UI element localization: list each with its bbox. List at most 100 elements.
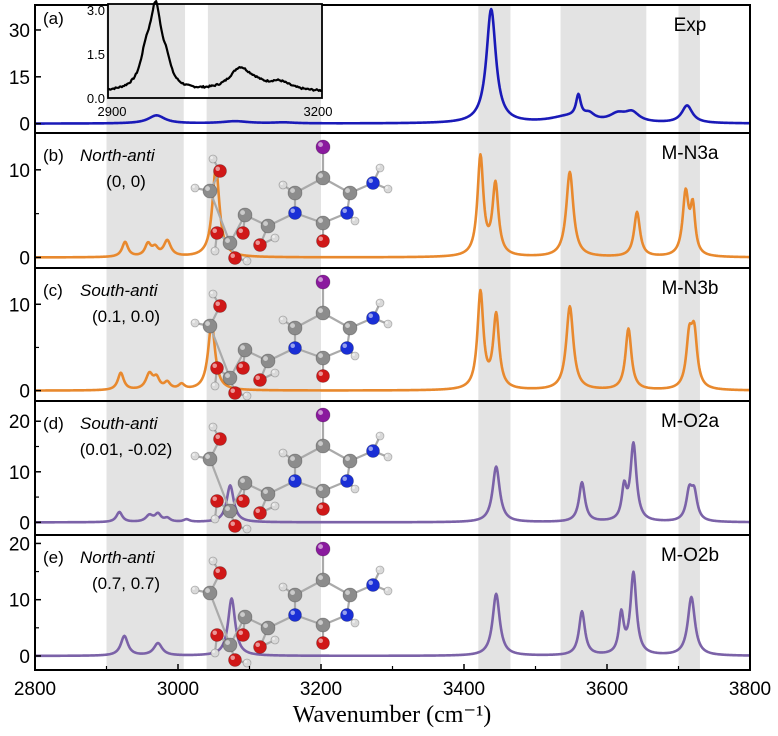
atom-H [350,351,360,361]
atom-O [316,502,330,516]
atom-I [315,139,331,155]
atom-O [236,628,250,642]
atom-highlight [240,210,245,215]
spectrum-line-c [34,288,751,392]
coordinates-label: (0.01, -0.02) [80,440,173,459]
atom-H [278,582,288,592]
panel-a: 0 15 30 Exp (a) 0.0 1.5 3.0 2900 3200 [9,0,751,136]
spectrum-name-label: M-N3a [661,143,718,164]
atom-O [253,506,267,520]
atom-highlight [212,363,218,368]
atom-highlight [210,291,214,294]
shaded-region [560,5,647,133]
panel-label: (c) [43,281,63,300]
atom-H [190,585,200,595]
atom-C [260,486,276,502]
atom-highlight [290,188,295,193]
atom-highlight [377,433,380,436]
atom-C [287,453,303,469]
atom-highlight [318,371,323,376]
atom-highlight [215,301,221,306]
atom-I [315,541,331,557]
atom-O [213,164,227,178]
atom-highlight [318,142,323,147]
atom-highlight [385,454,388,457]
panel-label: (e) [43,548,64,567]
atom-highlight [212,630,218,635]
atom-highlight [342,476,347,481]
atom-H [383,184,393,194]
atom-highlight [290,343,295,348]
atom-highlight [272,235,275,239]
atom-O [228,519,242,533]
atom-O [236,226,250,240]
inset-x-tick-label: 3200 [304,104,333,119]
y-tick-label: 10 [9,463,30,484]
atom-highlight [263,489,268,494]
molecule-bond [208,458,232,512]
atom-highlight [230,253,236,258]
atom-highlight [225,373,230,378]
atom-highlight [215,166,221,172]
atom-highlight [238,363,244,368]
x-tick-label: 3400 [443,679,485,700]
atom-O [213,432,227,446]
atom-highlight [290,456,295,461]
atom-highlight [240,345,245,350]
atom-H [350,484,360,494]
atom-highlight [318,486,323,491]
atom-highlight [352,620,355,623]
atom-H [375,298,385,308]
atom-highlight [318,277,323,282]
atom-H [278,448,288,458]
panels-group: 0 15 30 Exp (a) 0.0 1.5 3.0 2900 3200 0 10 M-N3a (b) N… [9,0,751,671]
atom-O [213,299,227,313]
atom-highlight [318,620,323,625]
atom-highlight [205,454,210,459]
shaded-region [678,5,700,133]
molecule-structure [190,274,393,401]
spectrum-name-label: M-N3b [661,278,718,299]
panel-label: (d) [43,414,64,433]
coordinates-label: (0, 0) [106,172,146,191]
atom-O [316,234,330,248]
atom-C [342,185,358,201]
atom-highlight [385,321,388,324]
y-tick-label: 15 [9,68,30,89]
spectrum-name-label: M-O2b [661,545,719,566]
atom-highlight [318,441,323,446]
atom-H [270,233,280,243]
atom-O [316,636,330,650]
atom-highlight [345,323,350,328]
atom-highlight [342,610,347,615]
atom-highlight [377,567,380,570]
y-tick-label: 0 [19,513,30,534]
atom-C [222,235,238,251]
inset-shaded-region [108,4,186,98]
atom-O [213,566,227,580]
atom-H [278,315,288,325]
atom-O [228,653,242,667]
panel-c: 0 10 M-N3b (c) South-anti (0.1, 0.0) [9,267,751,403]
atom-H [208,154,218,164]
atom-highlight [263,356,268,361]
atom-H [383,319,393,329]
molecule-structure [190,541,393,668]
atom-highlight [205,588,210,593]
atom-highlight [225,640,230,645]
atom-highlight [212,496,218,501]
atom-highlight [352,486,355,489]
atom-highlight [240,612,245,617]
atom-H [278,180,288,190]
spectrum-line-b [34,153,751,259]
atom-H [270,368,280,378]
atom-highlight [210,156,214,160]
atom-highlight [345,590,350,595]
spectrum-line-d [34,441,751,524]
inset-y-tick-label: 1.5 [87,47,105,62]
atom-O [228,386,242,400]
atom-N [366,444,380,458]
atom-C [315,483,331,499]
atom-highlight [272,637,275,640]
